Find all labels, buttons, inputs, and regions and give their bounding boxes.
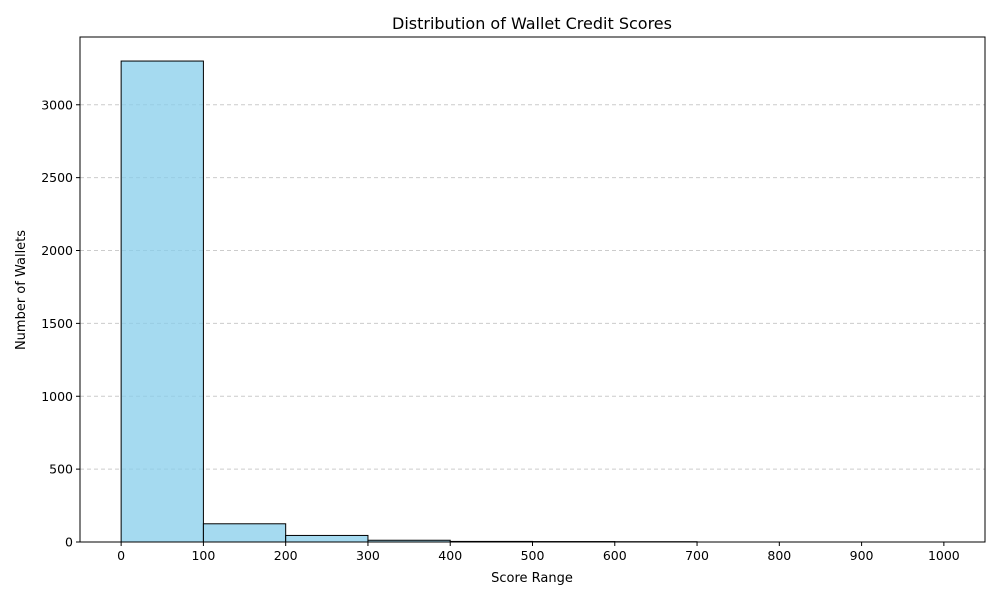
y-tick-label: 2000 <box>41 243 73 258</box>
x-tick-label: 1000 <box>928 548 960 563</box>
x-tick-label: 0 <box>117 548 125 563</box>
histogram-bar <box>202 523 287 543</box>
grid-lines <box>80 104 985 470</box>
x-tick-label: 400 <box>438 548 462 563</box>
y-axis-ticks: 0 500 1000 1500 2000 2500 3000 <box>41 97 80 550</box>
y-tick-label: 2500 <box>41 170 73 185</box>
x-tick-label: 700 <box>685 548 709 563</box>
x-tick-label: 600 <box>603 548 627 563</box>
histogram-bar <box>285 534 369 543</box>
y-axis-label: Number of Wallets <box>14 230 29 350</box>
y-tick-label: 1000 <box>41 389 73 404</box>
histogram-bar <box>120 60 204 543</box>
x-axis-label: Score Range <box>491 571 573 586</box>
x-tick-label: 900 <box>850 548 874 563</box>
y-tick-label: 3000 <box>41 97 73 112</box>
y-tick-label: 500 <box>49 462 73 477</box>
x-tick-label: 500 <box>521 548 545 563</box>
y-tick-label: 0 <box>65 535 73 550</box>
bars <box>120 60 698 543</box>
x-tick-label: 200 <box>274 548 298 563</box>
chart-title: Distribution of Wallet Credit Scores <box>392 14 672 33</box>
x-tick-label: 100 <box>191 548 215 563</box>
x-axis-ticks: 0 100 200 300 400 500 600 700 800 900 1000 <box>117 542 960 563</box>
x-tick-label: 300 <box>356 548 380 563</box>
y-tick-label: 1500 <box>41 316 73 331</box>
x-tick-label: 800 <box>767 548 791 563</box>
